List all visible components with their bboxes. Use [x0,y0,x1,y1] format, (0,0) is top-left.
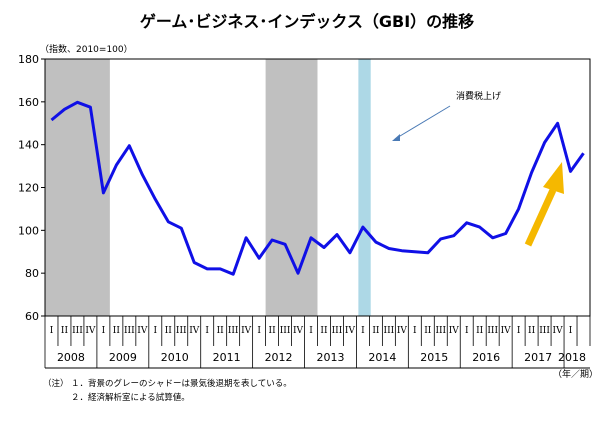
chart-title: ゲーム･ビジネス･インデックス（GBI）の推移 [140,12,474,31]
year-label: 2018 [558,351,586,364]
quarter-label: III [487,326,498,336]
y-tick-label: 60 [25,310,39,323]
unit-label: （指数、2010=100） [40,43,133,55]
gbi-points [51,102,584,275]
quarter-label: IV [189,326,200,336]
quarter-label: III [435,326,446,336]
quarter-label: IV [85,326,96,336]
note-1: １．背景のグレーのシャドーは景気後退期を表している。 [71,378,292,389]
recession-bands [45,59,318,316]
gbi-series-line [50,100,585,276]
year-label: 2016 [472,351,500,364]
quarter-label: IV [137,326,148,336]
quarter-label: II [528,326,536,336]
quarter-label: I [569,326,573,336]
quarter-label: I [102,326,106,336]
year-label: 2013 [316,351,344,364]
quarter-label: III [228,326,239,336]
year-label: 2011 [213,351,241,364]
x-axis: I II III IV I II III IV I II III IV I II III IV I II III IV… [44,316,591,369]
quarter-label: II [165,326,173,336]
quarter-label: I [413,326,417,336]
tax-annotation-arrowhead [392,134,400,141]
quarter-label: I [154,326,158,336]
trend-arrow-head [543,162,564,194]
quarter-label: IV [449,326,460,336]
quarter-label: II [424,326,432,336]
y-tick-label: 160 [18,96,39,109]
quarter-label: III [280,326,291,336]
year-label: 2010 [161,351,189,364]
quarter-label: II [269,326,277,336]
quarter-label: III [539,326,550,336]
y-tick-label: 120 [18,182,39,195]
year-label: 2017 [524,351,552,364]
quarter-label: II [61,326,69,336]
recession-band-2 [265,59,318,316]
quarter-label: IV [501,326,512,336]
recession-band-1 [45,59,110,316]
quarter-label: I [205,326,209,336]
year-label: 2014 [368,351,396,364]
tax-band [358,59,371,316]
quarter-label: I [257,326,261,336]
quarter-label: IV [553,326,564,336]
quarter-label: I [50,326,54,336]
note-2: ２．経済解析室による試算値。 [71,392,190,403]
quarter-label: III [332,326,343,336]
quarter-label: IV [241,326,252,336]
y-tick-label: 80 [25,267,39,280]
tax-annotation-label: 消費税上げ [456,90,501,102]
quarter-label: II [476,326,484,336]
x-axis-label: （年／期） [553,368,598,380]
y-tick-label: 180 [18,53,39,66]
y-tick-label: 140 [18,139,39,152]
quarter-label: I [465,326,469,336]
tax-annotation-arrow [394,105,451,140]
quarter-label: IV [345,326,356,336]
rising-trend-arrow [524,162,564,247]
quarter-label: I [309,326,313,336]
quarter-label: III [384,326,395,336]
trend-arrow-shaft [524,188,557,247]
quarter-label: I [517,326,521,336]
quarter-label: IV [397,326,408,336]
quarter-label: II [113,326,121,336]
quarter-label: II [320,326,328,336]
year-label: 2012 [265,351,293,364]
year-label: 2008 [57,351,85,364]
quarter-label: III [124,326,135,336]
quarter-label: III [72,326,83,336]
quarter-label: II [372,326,380,336]
quarter-label: IV [293,326,304,336]
y-axis: 60 80 100 120 140 160 180 [18,53,45,323]
quarter-label: II [217,326,225,336]
quarter-label: III [176,326,187,336]
year-label: 2009 [109,351,137,364]
note-prefix: （注） [43,378,69,389]
quarter-label: I [361,326,365,336]
y-tick-label: 100 [18,224,39,237]
year-label: 2015 [420,351,448,364]
